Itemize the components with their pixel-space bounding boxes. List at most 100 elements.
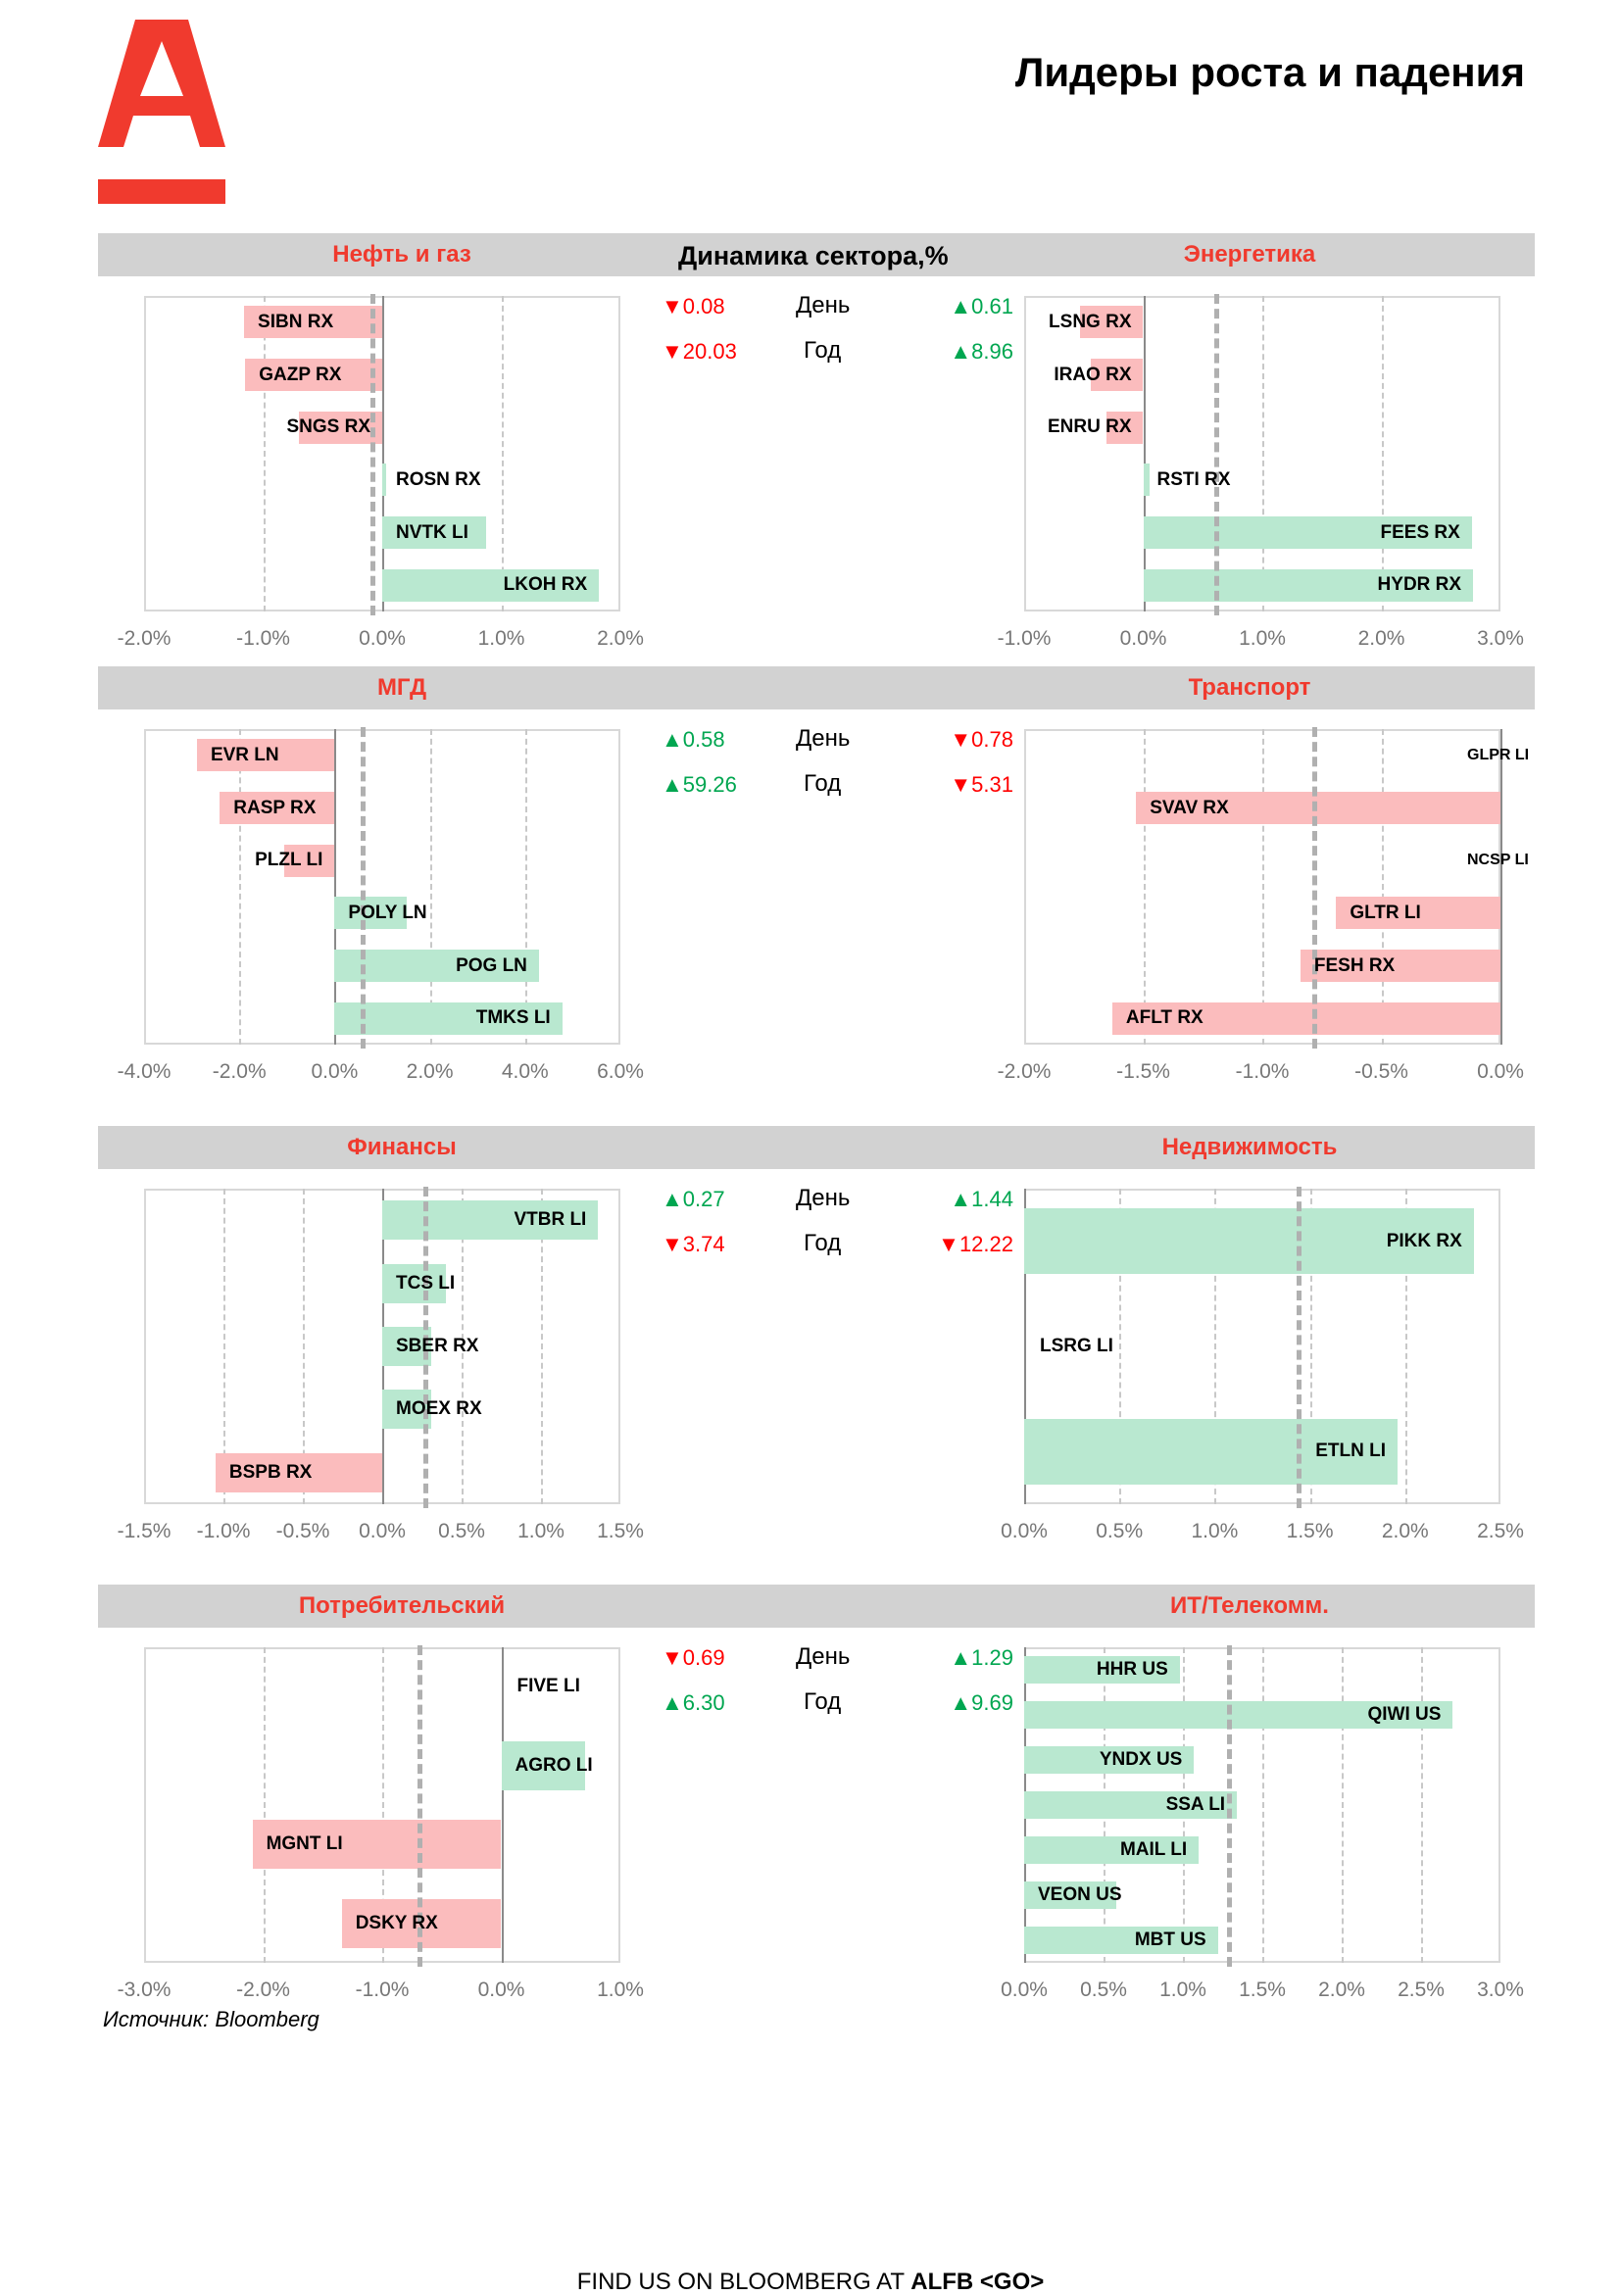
bar [1143, 464, 1150, 497]
x-tick-label: 0.0% [1477, 1060, 1524, 1083]
day-change-right: ▲1.29 [950, 1645, 1013, 1671]
year-change-right: ▲9.69 [950, 1690, 1013, 1716]
bar-label: MOEX RX [396, 1398, 482, 1420]
sector-average-line [422, 1187, 428, 1508]
change-value: 0.27 [682, 1187, 725, 1211]
bar [252, 1820, 502, 1870]
bar [1091, 358, 1144, 392]
bar [1300, 949, 1500, 983]
change-value: 5.31 [971, 772, 1013, 797]
year-label: Год [804, 1688, 842, 1715]
bar-label: MAIL LI [1119, 1839, 1188, 1860]
bar [1024, 1745, 1195, 1775]
x-tick-label: 1.0% [597, 1978, 644, 2001]
bar-label: IRAO RX [1054, 364, 1132, 385]
trend-arrow-icon: ▼ [662, 339, 683, 364]
gridline [1381, 729, 1384, 1045]
bar-label: SVAV RX [1150, 797, 1229, 818]
day-change-left: ▲0.58 [662, 727, 725, 753]
zero-axis-line [1500, 729, 1502, 1045]
x-tick-label: -1.0% [997, 627, 1052, 650]
bar-label: SBER RX [396, 1336, 479, 1356]
bar [1080, 306, 1144, 339]
sector-chart: -4.0% -2.0% 0.0% 2.0% 4.0% 6.0% EVR LN RASP RX P… [118, 727, 644, 1083]
footer: FIND US ON BLOOMBERG AT ALFB <GO> [0, 2269, 1621, 2296]
gridline [1421, 1647, 1423, 1963]
sector-dynamics-header: Динамика сектора,% [678, 241, 949, 270]
change-value: 1.29 [971, 1645, 1013, 1670]
bar [1024, 1700, 1453, 1730]
bar-label: ENRU RX [1047, 416, 1132, 438]
trend-arrow-icon: ▲ [662, 772, 683, 797]
day-change-right: ▲1.44 [950, 1187, 1013, 1212]
bar-label: YNDX US [1099, 1749, 1183, 1770]
sector-average-line [360, 727, 366, 1049]
bar-label: GAZP RX [259, 364, 342, 385]
year-label: Год [804, 1230, 842, 1256]
day-change-left: ▼0.08 [662, 294, 725, 319]
x-tick-label: 3.0% [1477, 627, 1524, 650]
change-value: 59.26 [682, 772, 737, 797]
sector-row: МГД Транспорт -4.0% -2.0% 0.0% 2.0% 4.0% 6.0%… [98, 666, 1535, 1117]
x-tick-label: 1.0% [1191, 1520, 1239, 1542]
bar-label: MGNT LI [266, 1833, 343, 1855]
bar-label: RASP RX [233, 797, 317, 818]
x-tick-label: 2.0% [1381, 1520, 1429, 1542]
footer-text: FIND US ON BLOOMBERG AT [576, 2269, 911, 2295]
bar-label: SIBN RX [258, 311, 334, 332]
bar-label: FEES RX [1380, 521, 1460, 543]
gridline [1262, 296, 1264, 611]
bar [1105, 411, 1144, 444]
bar [1024, 1790, 1238, 1820]
trend-arrow-icon: ▲ [950, 1690, 972, 1715]
trend-arrow-icon: ▼ [938, 1232, 959, 1256]
year-change-left: ▼3.74 [662, 1232, 725, 1257]
bar-label: EVR LN [210, 744, 279, 765]
day-change-left: ▼0.69 [662, 1645, 725, 1671]
bar-label: AFLT RX [1125, 1007, 1203, 1029]
gridline [429, 729, 432, 1045]
gridline [263, 1647, 266, 1963]
x-tick-label: 3.0% [1477, 1978, 1524, 2001]
sector-title: Транспорт [1188, 674, 1311, 701]
change-value: 0.58 [682, 727, 725, 752]
sector-title: Недвижимость [1161, 1134, 1338, 1160]
bar-label: QIWI US [1367, 1704, 1442, 1725]
sector-average-line [370, 294, 376, 615]
x-tick-label: 2.0% [597, 627, 644, 650]
sector-average-line [1226, 1645, 1232, 1967]
trend-arrow-icon: ▼ [662, 294, 683, 318]
change-value: 0.08 [682, 294, 725, 318]
year-label: Год [804, 770, 842, 797]
bar [1024, 1208, 1474, 1274]
gridline [223, 1189, 225, 1504]
gridline [501, 296, 504, 611]
bar [196, 739, 335, 772]
bar [382, 464, 386, 497]
bar-label: SNGS RX [286, 416, 370, 438]
bar [220, 791, 335, 825]
sector-average-line [417, 1645, 422, 1967]
year-change-right: ▼12.22 [938, 1232, 1013, 1257]
section-band [98, 666, 1535, 709]
day-label: День [796, 1643, 851, 1670]
bar-label: NVTK LI [396, 521, 468, 543]
x-tick-label: 0.5% [1096, 1520, 1144, 1542]
x-tick-label: 1.0% [1159, 1978, 1206, 2001]
bar [284, 844, 335, 877]
x-tick-label: -1.5% [117, 1520, 172, 1542]
trend-arrow-icon: ▲ [662, 1187, 683, 1211]
year-change-right: ▼5.31 [950, 772, 1013, 798]
gridline [1262, 1647, 1264, 1963]
bar-label: FESH RX [1313, 954, 1396, 976]
trend-arrow-icon: ▲ [950, 1645, 972, 1670]
day-label: День [796, 1185, 851, 1211]
section-band [98, 233, 1535, 276]
bar-label: HYDR RX [1377, 574, 1462, 596]
gridline [541, 1189, 543, 1504]
bar [1024, 1926, 1218, 1955]
bar-label: MBT US [1134, 1930, 1206, 1950]
sector-chart: -3.0% -2.0% -1.0% 0.0% 1.0% FIVE LI AGRO LI MGN… [118, 1645, 644, 2001]
sector-chart: -1.0% 0.0% 1.0% 2.0% 3.0% LSNG RX IRAO RX ENRU … [998, 294, 1524, 650]
x-tick-label: -3.0% [117, 1978, 172, 2001]
